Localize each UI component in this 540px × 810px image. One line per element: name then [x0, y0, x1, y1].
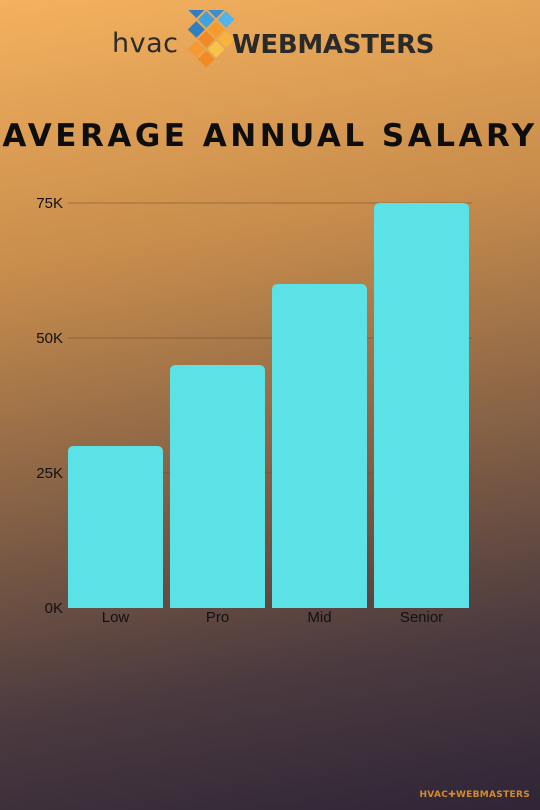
bar-low	[68, 446, 163, 608]
chart-title: AVERAGE ANNUAL SALARY	[2, 118, 538, 154]
x-tick-label: Pro	[206, 609, 229, 626]
y-axis-ticks: 0K 25K 50K 75K	[36, 195, 63, 617]
bar-mid	[272, 284, 367, 608]
bar-senior	[374, 203, 469, 608]
logo-webmasters-text: WEBMASTERS	[232, 30, 435, 60]
logo-hvac-text: hvac	[112, 28, 179, 59]
footer-brand: HVAC✚WEBMASTERS	[419, 790, 530, 800]
x-axis-ticks: Low Pro Mid Senior	[102, 609, 443, 626]
y-tick-label: 75K	[36, 195, 63, 212]
logo-diamond-mark-icon	[187, 10, 235, 68]
x-tick-label: Senior	[400, 609, 443, 626]
y-tick-label: 0K	[45, 600, 63, 617]
brand-logo: hvac WEBMASTERS	[112, 10, 435, 82]
x-tick-label: Mid	[307, 609, 331, 626]
bar-pro	[170, 365, 265, 608]
x-tick-label: Low	[102, 609, 130, 626]
y-tick-label: 50K	[36, 330, 63, 347]
y-tick-label: 25K	[36, 465, 63, 482]
chart-bars	[68, 203, 469, 608]
